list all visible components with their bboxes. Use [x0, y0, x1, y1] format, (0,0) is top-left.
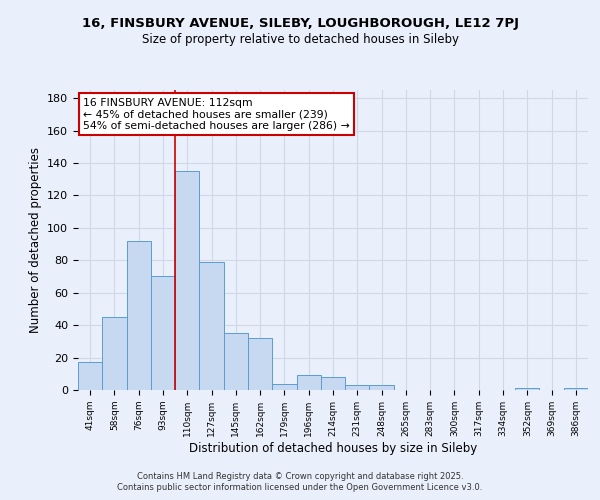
Text: Size of property relative to detached houses in Sileby: Size of property relative to detached ho…	[142, 32, 458, 46]
Text: Contains HM Land Registry data © Crown copyright and database right 2025.
Contai: Contains HM Land Registry data © Crown c…	[118, 472, 482, 492]
Bar	[296, 376, 321, 390]
Bar	[564, 388, 588, 390]
Bar	[370, 385, 394, 390]
Bar	[78, 362, 102, 390]
Bar	[321, 377, 345, 390]
Bar	[175, 171, 199, 390]
Text: 16, FINSBURY AVENUE, SILEBY, LOUGHBOROUGH, LE12 7PJ: 16, FINSBURY AVENUE, SILEBY, LOUGHBOROUG…	[82, 18, 518, 30]
Bar	[102, 317, 127, 390]
Bar	[224, 333, 248, 390]
Text: 16 FINSBURY AVENUE: 112sqm
← 45% of detached houses are smaller (239)
54% of sem: 16 FINSBURY AVENUE: 112sqm ← 45% of deta…	[83, 98, 350, 130]
Y-axis label: Number of detached properties: Number of detached properties	[29, 147, 41, 333]
Bar	[127, 241, 151, 390]
Bar	[345, 385, 370, 390]
Bar	[515, 388, 539, 390]
Bar	[151, 276, 175, 390]
Bar	[272, 384, 296, 390]
Bar	[199, 262, 224, 390]
X-axis label: Distribution of detached houses by size in Sileby: Distribution of detached houses by size …	[189, 442, 477, 454]
Bar	[248, 338, 272, 390]
